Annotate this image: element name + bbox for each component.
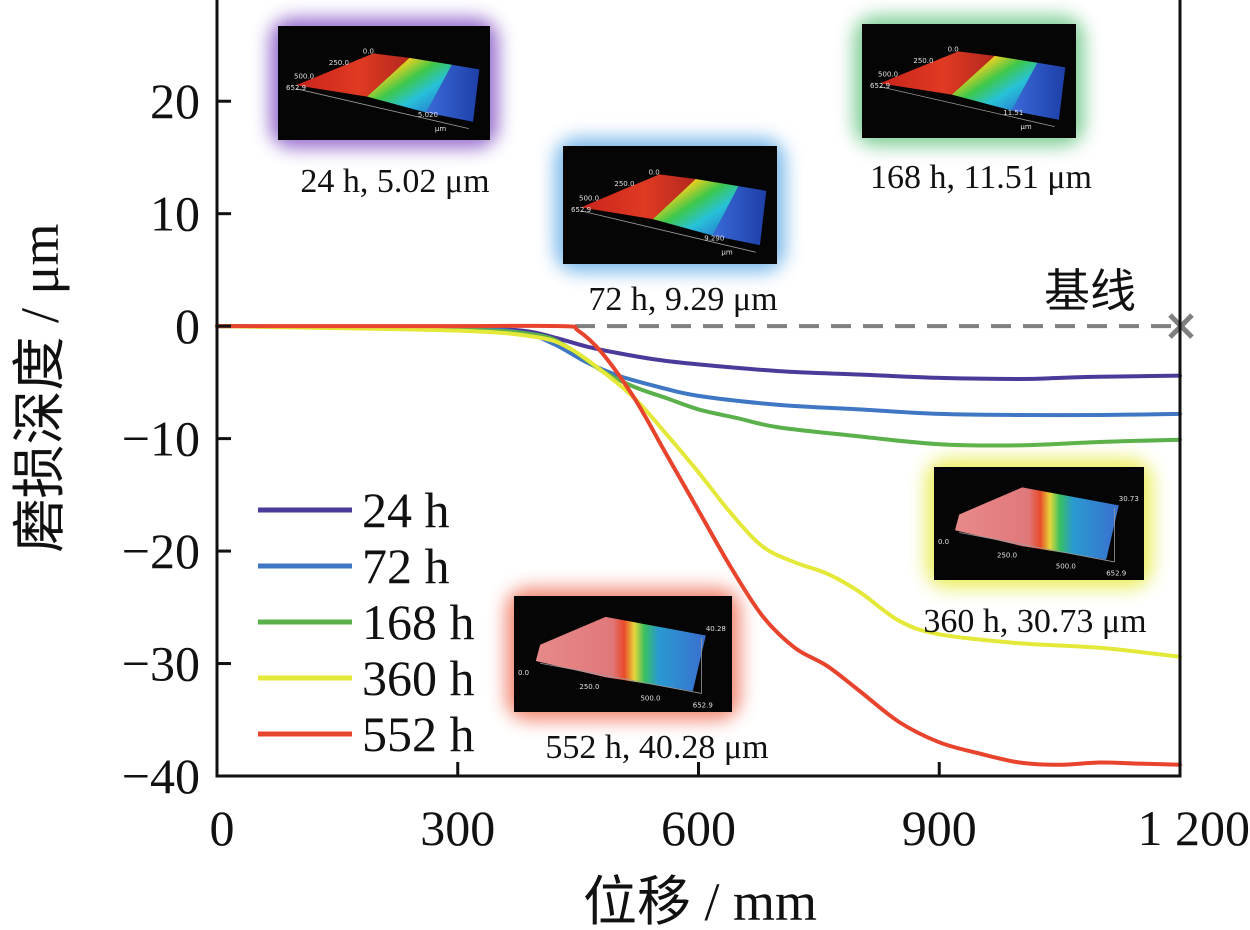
x-tick-label: 1 200 xyxy=(1138,800,1250,856)
surface-axis xyxy=(879,86,1055,127)
inset-unit-label: μm xyxy=(435,125,446,133)
y-tick-label: −30 xyxy=(122,636,200,692)
inset-axis-label: 652.9 xyxy=(286,84,306,92)
inset-axis-label: 652.9 xyxy=(571,206,591,214)
inset-caption: 24 h, 5.02 μm xyxy=(300,163,489,200)
x-axis-title: 位移 / mm xyxy=(583,872,817,930)
inset-depth-label: 40.28 xyxy=(706,625,726,633)
surface-plateau xyxy=(880,51,995,95)
inset-axis-label: 250.0 xyxy=(913,57,933,65)
inset-depth-label: 30.73 xyxy=(1119,495,1139,503)
inset-surface-image: 30.73 0.0 250.0 500.0 652.9 xyxy=(926,459,1152,588)
inset-axis-label: 0.0 xyxy=(363,47,374,55)
inset-axis-label: 0.0 xyxy=(518,669,529,677)
surface-axis xyxy=(959,532,1115,563)
series-line-24h xyxy=(215,324,1182,381)
surface-groove xyxy=(955,487,1119,560)
surface-worn-area xyxy=(712,186,767,246)
inset-surface-image: 9.290 μm 652.9 500.0 250.0 0.0 xyxy=(555,138,785,272)
inset-axis-label: 250.0 xyxy=(997,551,1017,559)
y-tick-label: −10 xyxy=(122,411,200,467)
surface-axis xyxy=(295,88,469,129)
inset-axis-label: 652.9 xyxy=(870,82,890,90)
inset-caption: 72 h, 9.29 μm xyxy=(588,281,777,318)
surface-worn-area xyxy=(1011,62,1066,120)
inset-unit-label: μm xyxy=(721,249,732,257)
y-tick-label: 20 xyxy=(150,73,200,129)
y-tick-label: 10 xyxy=(150,186,200,242)
inset-axis-label: 0.0 xyxy=(948,45,959,53)
inset-caption: 552 h, 40.28 μm xyxy=(545,729,768,766)
inset-surface-image: 5.020 μm 652.9 500.0 250.0 0.0 xyxy=(270,18,498,148)
inset-axis-label: 652.9 xyxy=(1106,569,1126,577)
legend-label: 72 h xyxy=(362,538,450,594)
inset-unit-label: μm xyxy=(1020,123,1031,131)
legend-label: 168 h xyxy=(362,594,475,650)
y-tick-label: −40 xyxy=(122,748,200,804)
surface-axis xyxy=(540,662,702,694)
x-tick-label: 900 xyxy=(902,800,977,856)
y-tick-label: 0 xyxy=(175,298,200,354)
inset-axis-label: 0.0 xyxy=(938,538,949,546)
legend-label: 552 h xyxy=(362,706,475,762)
inset-axis-label: 250.0 xyxy=(614,180,634,188)
x-tick-label: 300 xyxy=(420,800,495,856)
surface-slope xyxy=(951,55,1038,111)
inset-surface-image: 11.51 μm 652.9 500.0 250.0 0.0 xyxy=(854,16,1084,146)
surface-axis xyxy=(580,210,756,253)
inset-axis-label: 500.0 xyxy=(1056,563,1076,571)
x-tick-label: 0 xyxy=(210,800,235,856)
inset-depth-label: 9.290 xyxy=(704,234,724,242)
y-axis-title: 磨损深度 / μm xyxy=(10,224,70,553)
series-line-72h xyxy=(215,324,1182,418)
legend-label: 24 h xyxy=(362,482,450,538)
inset-axis-label: 250.0 xyxy=(329,59,349,67)
inset-depth-label: 11.51 xyxy=(1003,109,1023,117)
surface-plateau xyxy=(581,174,696,220)
inset-surface-image: 40.28 0.0 250.0 500.0 652.9 xyxy=(506,588,740,720)
surface-groove xyxy=(535,616,706,692)
inset-axis-label: 0.0 xyxy=(649,168,660,176)
inset-depth-label: 5.020 xyxy=(418,111,438,119)
surface-worn-area xyxy=(426,64,480,122)
surface-plateau xyxy=(296,53,410,97)
series-line-168h xyxy=(215,324,1182,448)
inset-axis-label: 652.9 xyxy=(693,701,713,709)
inset-axis-label: 500.0 xyxy=(878,70,898,78)
y-tick-label: −20 xyxy=(122,523,200,579)
series-line-552h xyxy=(215,323,1182,767)
inset-axis-label: 500.0 xyxy=(579,194,599,202)
inset-caption: 168 h, 11.51 μm xyxy=(870,159,1092,196)
inset-axis-label: 500.0 xyxy=(294,72,314,80)
series-line-360h xyxy=(215,324,1182,659)
inset-axis-label: 250.0 xyxy=(579,683,599,691)
x-tick-label: 600 xyxy=(661,800,736,856)
legend-label: 360 h xyxy=(362,650,475,706)
inset-caption: 360 h, 30.73 μm xyxy=(923,603,1146,640)
inset-axis-label: 500.0 xyxy=(640,694,660,702)
surface-slope xyxy=(367,57,452,113)
surface-slope xyxy=(652,179,739,236)
baseline-label: 基线 xyxy=(1044,264,1136,318)
